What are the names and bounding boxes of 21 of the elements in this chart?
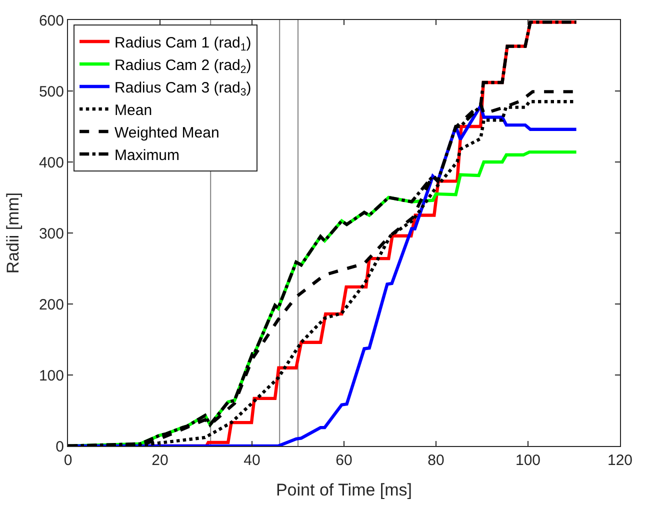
y-tick-label: 100 — [38, 367, 64, 384]
y-tick-label: 500 — [38, 83, 64, 100]
y-tick-label: 0 — [56, 438, 64, 456]
legend-label: Mean — [114, 102, 152, 119]
legend-label: Radius Cam 3 (rad$_{3}$) — [114, 79, 252, 99]
x-tick-label: 100 — [515, 452, 541, 469]
x-tick-label: 60 — [336, 452, 352, 469]
x-tick-label: 80 — [428, 452, 444, 469]
x-tick-label: 20 — [152, 452, 168, 469]
legend-label: Radius Cam 2 (rad$_{2}$) — [114, 56, 252, 76]
x-axis-title: Point of Time [ms] — [276, 480, 412, 500]
y-axis-title: Radii [mm] — [4, 192, 23, 274]
x-tick-label: 120 — [607, 452, 633, 469]
y-tick-label: 200 — [38, 296, 64, 314]
x-tick-label: 40 — [244, 452, 260, 469]
legend-label: Weighted Mean — [114, 124, 220, 142]
legend-label: Maximum — [114, 146, 180, 164]
y-tick-label: 300 — [38, 225, 64, 242]
y-tick-label: 600 — [38, 12, 64, 30]
y-tick-label: 400 — [38, 154, 64, 172]
legend-label: Radius Cam 1 (rad$_{1}$) — [114, 34, 252, 54]
